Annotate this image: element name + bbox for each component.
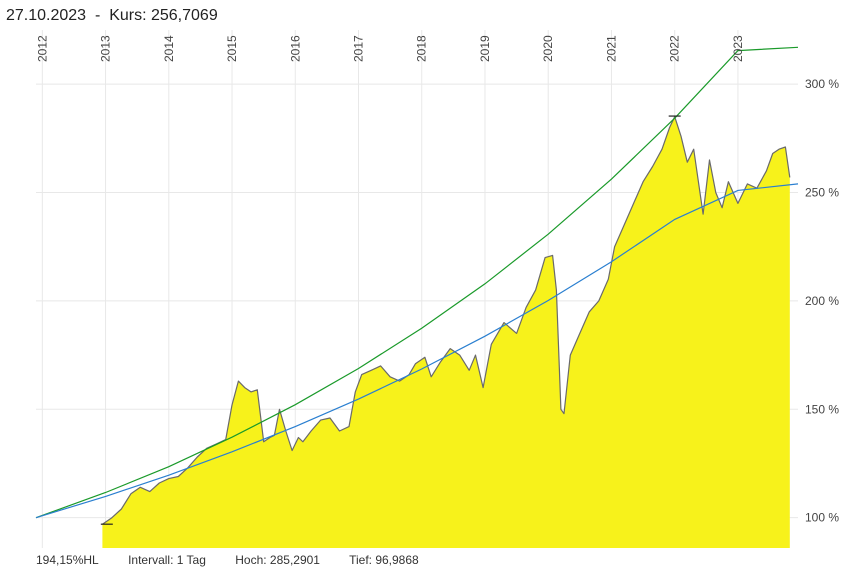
x-tick-label-2019: 2019 <box>478 35 492 62</box>
x-axis-ticks: 2012 2013 2014 2015 2016 2017 2018 2019 2020 2021… <box>35 35 745 62</box>
title-separator: - <box>94 7 101 24</box>
y-tick-label-300: 300 % <box>805 77 839 91</box>
x-tick-label-2015: 2015 <box>225 35 239 62</box>
y-axis-ticks: 100 % 150 % 200 % 250 % 300 % <box>805 77 839 524</box>
y-tick-label-200: 200 % <box>805 294 839 308</box>
title-price-label: Kurs: <box>109 7 147 24</box>
x-tick-label-2021: 2021 <box>604 35 618 62</box>
chart-title: 27.10.2023 - Kurs: 256,7069 <box>6 7 218 25</box>
x-tick-label-2018: 2018 <box>415 35 429 62</box>
x-tick-label-2023: 2023 <box>731 35 745 62</box>
footer-low: Tief: 96,9868 <box>349 553 419 567</box>
lower-trend-line <box>35 183 799 519</box>
x-tick-label-2012: 2012 <box>35 35 49 62</box>
y-tick-label-150: 150 % <box>805 402 839 416</box>
x-tick-label-2020: 2020 <box>541 35 555 62</box>
price-area <box>102 116 791 548</box>
chart-footer: 194,15%HL Intervall: 1 Tag Hoch: 285,290… <box>36 553 445 567</box>
footer-interval: Intervall: 1 Tag <box>128 553 206 567</box>
upper-trend-line <box>35 46 799 519</box>
price-area-fill <box>102 116 790 548</box>
x-tick-label-2022: 2022 <box>668 35 682 62</box>
price-line <box>102 116 791 525</box>
trend-channels <box>35 46 799 519</box>
footer-high: Hoch: 285,2901 <box>235 553 320 567</box>
y-tick-label-100: 100 % <box>805 511 839 525</box>
x-tick-label-2017: 2017 <box>352 35 366 62</box>
extreme-markers <box>100 115 681 525</box>
x-tick-label-2016: 2016 <box>288 35 302 62</box>
x-tick-label-2014: 2014 <box>162 35 176 62</box>
title-price-value: 256,7069 <box>150 7 218 24</box>
y-tick-label-250: 250 % <box>805 186 839 200</box>
x-tick-label-2013: 2013 <box>99 35 113 62</box>
title-date: 27.10.2023 <box>6 7 87 24</box>
footer-hl-ratio: 194,15%HL <box>36 553 99 567</box>
